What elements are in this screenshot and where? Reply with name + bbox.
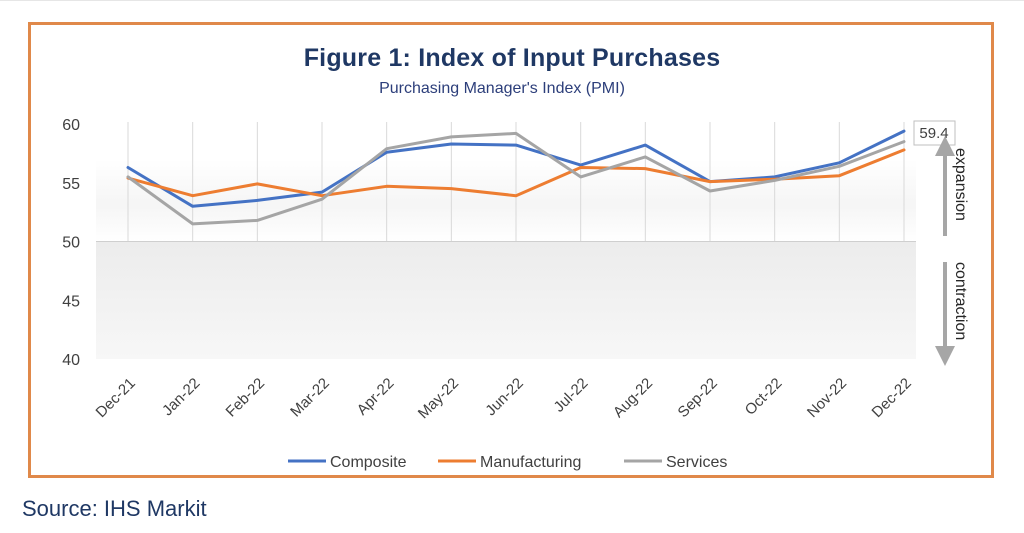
x-tick-label: Dec-22: [869, 375, 915, 421]
series-line-composite: [126, 129, 906, 208]
x-tick-label: Dec-21: [93, 375, 139, 421]
source-note: Source: IHS Markit: [22, 496, 207, 521]
y-tick-label: 45: [62, 293, 80, 310]
x-tick-label: Jan-22: [159, 375, 203, 419]
upper-band: [96, 159, 916, 242]
chart-title: Figure 1: Index of Input Purchases: [303, 44, 721, 72]
contraction-label: contraction: [952, 262, 969, 340]
x-tick-label: Sep-22: [675, 375, 721, 421]
callout-value: 59.4: [919, 125, 948, 142]
lower-band: [96, 241, 916, 359]
x-tick-label: Jul-22: [551, 375, 592, 416]
x-tick-label: Feb-22: [223, 375, 269, 421]
y-tick-label: 55: [62, 176, 80, 193]
x-tick-label: May-22: [415, 375, 462, 422]
x-tick-label: Aug-22: [610, 375, 656, 421]
y-tick-label: 40: [62, 352, 80, 369]
expansion-label: expansion: [952, 148, 969, 221]
x-tick-label: Mar-22: [287, 375, 333, 421]
x-tick-label: Oct-22: [742, 375, 786, 419]
legend-label-composite: Composite: [330, 454, 407, 471]
y-tick-label: 50: [62, 235, 80, 252]
series-line-services: [126, 131, 906, 226]
top-rule: [0, 0, 1024, 1]
x-tick-label: Nov-22: [804, 375, 850, 421]
chart-subtitle: Purchasing Manager's Index (PMI): [379, 80, 625, 97]
legend-label-services: Services: [666, 454, 727, 471]
x-tick-label: Apr-22: [354, 375, 398, 419]
y-tick-label: 60: [62, 117, 80, 134]
x-tick-label: Jun-22: [482, 375, 526, 419]
legend-label-manufacturing: Manufacturing: [480, 454, 581, 471]
